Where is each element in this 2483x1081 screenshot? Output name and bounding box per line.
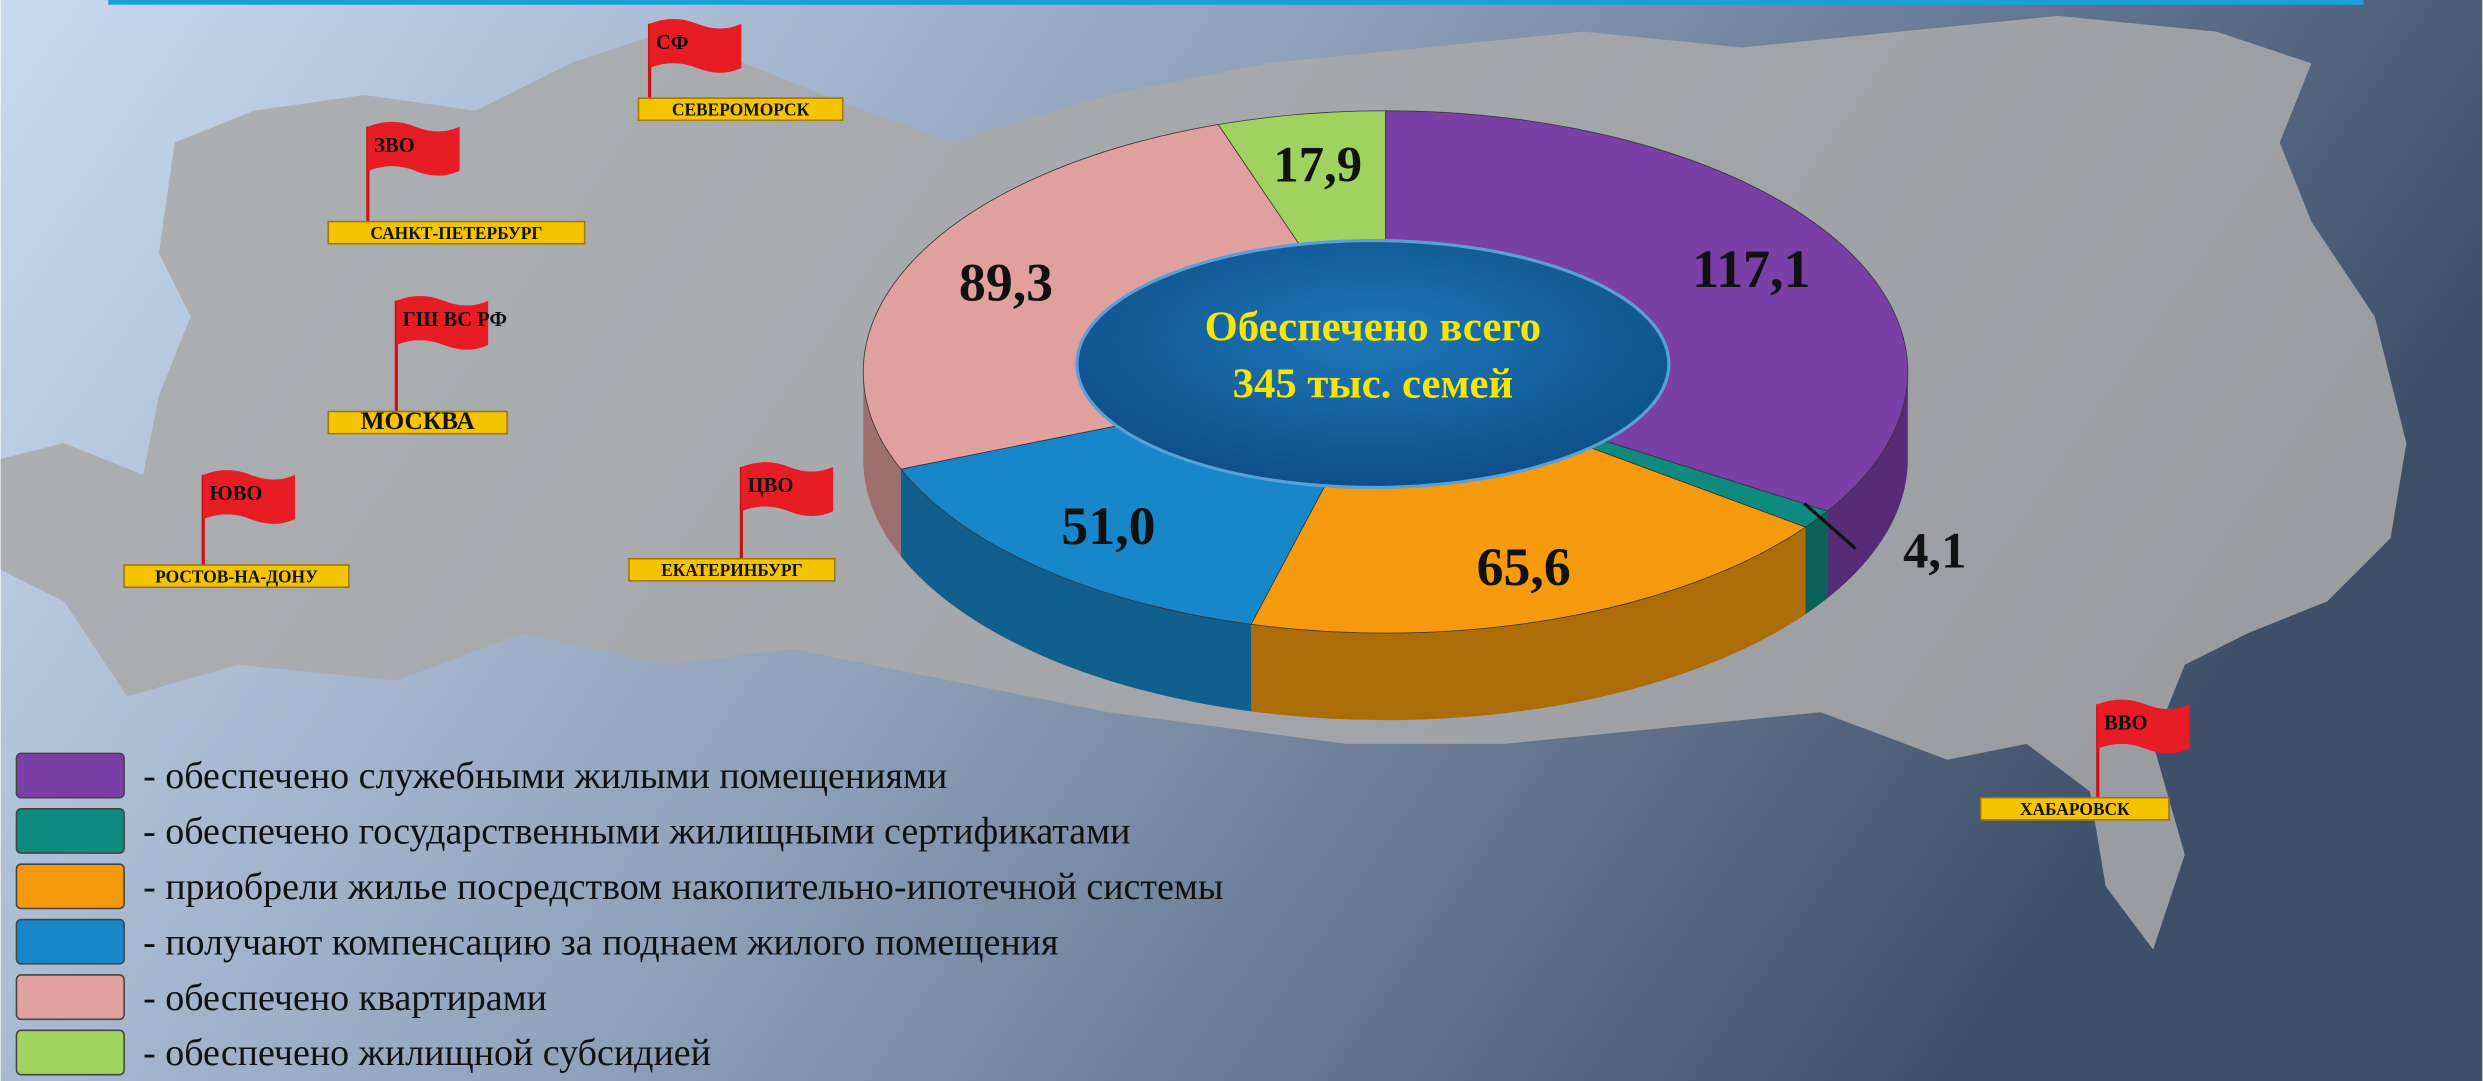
city-label: ХАБАРОВСК	[2020, 799, 2130, 819]
flag	[2097, 699, 2190, 754]
flag	[396, 295, 489, 350]
city-box	[628, 557, 836, 582]
value-label: 65,6	[1477, 537, 1571, 597]
value-label: 89,3	[959, 252, 1053, 312]
legend-swatch	[15, 752, 125, 799]
top-bar	[108, 0, 2364, 5]
city-label: МОСКВА	[361, 407, 476, 435]
district-label: ГШ ВС РФ	[403, 309, 507, 331]
legend-label: - приобрели жилье посредством накопитель…	[143, 866, 1223, 908]
city-label: ЕКАТЕРИНБУРГ	[661, 560, 802, 580]
leader-line	[1803, 502, 1857, 550]
city-box	[327, 220, 586, 245]
city-label: СЕВЕРОМОРСК	[672, 100, 810, 120]
legend-swatch	[15, 807, 125, 854]
legend-swatch	[15, 863, 125, 910]
center-hole	[1075, 238, 1671, 490]
legend-swatch	[15, 918, 125, 965]
value-label: 4,1	[1903, 523, 1966, 579]
flag	[741, 462, 834, 516]
flag	[649, 18, 742, 73]
city-box	[1979, 796, 2170, 821]
center-text: 345 тыс. семей	[1233, 360, 1514, 407]
legend-label: - получают компенсацию за поднаем жилого…	[143, 921, 1058, 963]
legend-label: - обеспечено служебными жилыми помещения…	[143, 755, 947, 797]
city-box	[637, 97, 844, 122]
district-label: СФ	[656, 32, 689, 54]
district-label: ЦВО	[748, 475, 794, 497]
city-label: РОСТОВ-НА-ДОНУ	[155, 566, 318, 586]
slice-side	[1251, 527, 1806, 721]
district-label: ЗВО	[374, 135, 415, 157]
city-label: САНКТ-ПЕТЕРБУРГ	[370, 223, 542, 243]
slice-side	[900, 469, 1252, 712]
legend-label: - обеспечено квартирами	[143, 977, 547, 1019]
legend-label: - обеспечено жилищной субсидией	[143, 1032, 711, 1074]
flag	[203, 470, 296, 524]
legend-swatch	[15, 974, 125, 1021]
city-box	[327, 410, 508, 435]
district-label: ВВО	[2104, 713, 2147, 735]
slice-side	[863, 371, 901, 557]
value-label: 17,9	[1273, 137, 1362, 193]
district-label: ЮВО	[210, 483, 263, 505]
value-label: 51,0	[1061, 496, 1155, 556]
slice-side	[1805, 511, 1828, 615]
center-text: Обеспечено всего	[1205, 303, 1541, 350]
legend-swatch	[15, 1029, 125, 1076]
value-label: 117,1	[1692, 239, 1810, 299]
city-box	[123, 564, 350, 588]
flag	[367, 121, 460, 176]
legend-label: - обеспечено государственными жилищными …	[143, 811, 1130, 853]
